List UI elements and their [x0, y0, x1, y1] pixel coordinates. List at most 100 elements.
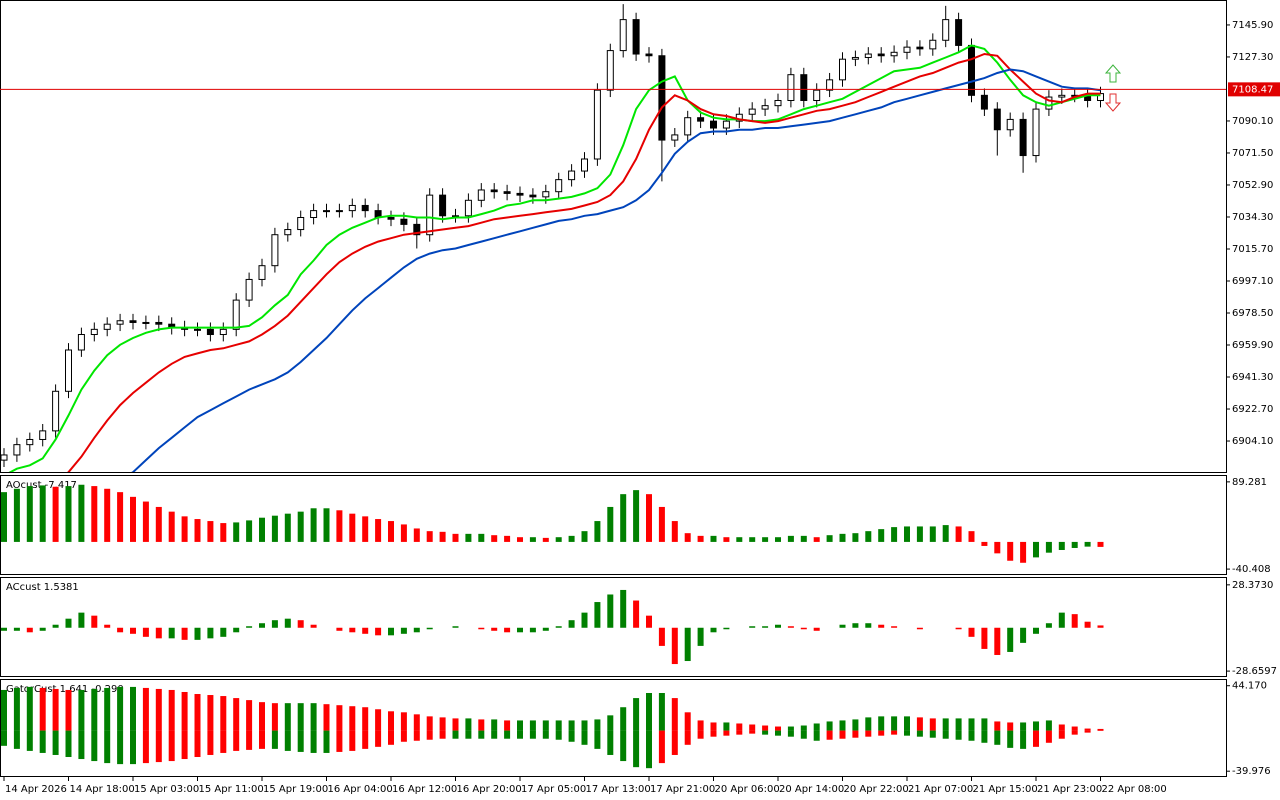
gator-lower-bar — [194, 730, 201, 758]
gator-lower-bar — [697, 730, 704, 739]
gator-upper-bar — [26, 686, 33, 731]
indicator-bar — [207, 627, 214, 639]
gator-lower-bar — [310, 730, 317, 753]
gator-upper-bar — [78, 689, 85, 731]
candle-body — [477, 189, 485, 201]
candle-body — [155, 321, 163, 325]
indicator-bar — [684, 627, 691, 662]
gator-lower-bar — [878, 730, 885, 736]
gator-lower-bar — [813, 730, 820, 741]
indicator-bar — [1033, 541, 1039, 558]
moving-average-line — [131, 68, 1101, 472]
y-tick-label: 28.3730 — [1232, 580, 1273, 591]
indicator-bar — [142, 627, 149, 637]
y-tick-label: 7090.10 — [1232, 116, 1273, 127]
candle-body — [310, 210, 318, 219]
x-tick-label: 15 Apr 11:00 — [199, 784, 264, 795]
indicator-bar — [400, 524, 407, 542]
candle-body — [839, 58, 846, 81]
candle-body — [903, 46, 911, 53]
candle-body — [1019, 118, 1027, 157]
gator-upper-bar — [349, 706, 356, 731]
candle-body — [606, 50, 614, 91]
x-tick-label: 15 Apr 19:00 — [263, 784, 328, 795]
gator-lower-bar — [1084, 730, 1091, 733]
x-tick-label: 14 Apr 18:00 — [70, 784, 135, 795]
indicator-bar — [775, 537, 781, 542]
gator-upper-bar — [39, 687, 46, 731]
gator-lower-bar — [297, 730, 304, 752]
indicator-bar — [142, 501, 149, 542]
gator-lower-bar — [375, 730, 382, 747]
gator-lower-bar — [400, 730, 407, 742]
gator-upper-bar — [426, 716, 433, 731]
candle-body — [77, 334, 85, 351]
indicator-bar — [284, 618, 291, 628]
indicator-bar — [117, 627, 124, 633]
candle-body — [929, 39, 937, 50]
gator-upper-bar — [362, 707, 369, 731]
indicator-bar — [852, 533, 859, 542]
gator-lower-bar — [1071, 730, 1078, 735]
candle-body — [52, 390, 60, 432]
candle-body — [413, 223, 421, 236]
candle-body — [722, 120, 730, 129]
candle-body — [90, 328, 98, 336]
indicator-bar — [633, 600, 640, 628]
indicator-bar — [478, 533, 485, 542]
indicator-bar — [78, 484, 85, 542]
indicator-bar — [916, 627, 923, 630]
indicator-bar — [259, 517, 265, 542]
candle-body — [555, 179, 563, 193]
indicator-bar — [181, 627, 188, 640]
indicator-bar — [1071, 541, 1078, 548]
indicator-bar — [929, 526, 936, 542]
indicator-bar — [787, 626, 794, 628]
gator-upper-bar — [581, 720, 588, 731]
gator-lower-bar — [929, 730, 936, 738]
indicator-bar — [839, 624, 846, 628]
candle-body — [864, 53, 872, 58]
gator-upper-bar — [723, 722, 730, 731]
gator-lower-bar — [168, 730, 175, 762]
candle-body — [671, 134, 679, 141]
indicator-bar — [65, 486, 72, 542]
candle-body — [993, 108, 1001, 131]
gator-lower-bar — [968, 730, 975, 741]
indicator-bar — [916, 526, 923, 542]
gator-upper-bar — [117, 686, 124, 731]
gator-upper-bar — [1033, 721, 1039, 731]
gator-lower-bar — [1, 730, 7, 746]
y-tick-label: 6997.10 — [1232, 276, 1273, 287]
indicator-bar — [1, 492, 7, 542]
gator-lower-bar — [607, 730, 614, 755]
frame — [0, 0, 1227, 777]
gator-upper-bar — [658, 693, 665, 731]
gator-upper-bar — [194, 694, 201, 731]
gator-lower-bar — [91, 730, 98, 762]
indicator-bar — [271, 515, 278, 542]
x-tick-label: 14 Apr 2026 — [5, 784, 67, 795]
indicator-bar — [942, 525, 949, 542]
candle-body — [116, 320, 124, 325]
gator-lower-bar — [658, 730, 665, 764]
candle-body — [877, 53, 885, 57]
gator-upper-bar — [942, 718, 949, 731]
indicator-bar — [813, 537, 820, 542]
gator-upper-bar — [375, 709, 382, 731]
indicator-bar — [852, 623, 859, 628]
indicator-bar — [194, 519, 201, 542]
gator-upper-bar — [671, 698, 678, 731]
indicator-bar — [994, 627, 1001, 655]
indicator-bar — [891, 527, 898, 542]
gator-upper-bar — [813, 723, 820, 731]
gator-lower-bar — [684, 730, 691, 745]
indicator-bar — [710, 535, 717, 542]
candle-body — [968, 44, 975, 96]
gator-upper-bar — [233, 698, 240, 731]
gator-lower-bar — [65, 730, 72, 758]
candle-body — [258, 265, 266, 280]
indicator-bar — [168, 627, 175, 639]
candle-body — [464, 199, 472, 217]
indicator-bar — [26, 486, 33, 542]
